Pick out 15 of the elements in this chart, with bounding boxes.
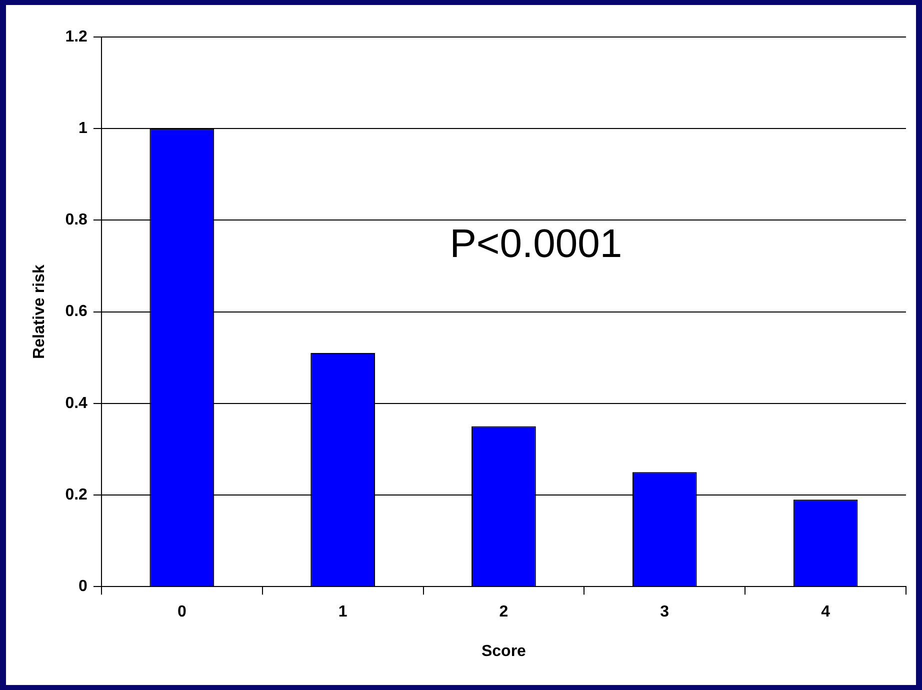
y-tick-label: 1.2	[65, 28, 88, 46]
y-axis-title: Relative risk	[31, 264, 48, 359]
x-tick-label: 1	[338, 604, 348, 621]
x-axis-title: Score	[481, 642, 526, 660]
x-tick-label: 2	[499, 604, 508, 621]
y-tick-label: 0.2	[65, 486, 88, 504]
y-tick-label: 1	[78, 120, 88, 138]
x-tick-label: 0	[177, 604, 186, 621]
annotation: P<0.0001	[450, 222, 622, 266]
y-tick-label: 0.8	[65, 212, 88, 229]
y-tick-label: 0.6	[65, 303, 88, 320]
y-tick-label: 0	[78, 578, 88, 596]
x-tick-label: 3	[660, 604, 670, 621]
x-tick-label: 4	[821, 604, 830, 621]
y-tick-label: 0.4	[65, 394, 88, 412]
